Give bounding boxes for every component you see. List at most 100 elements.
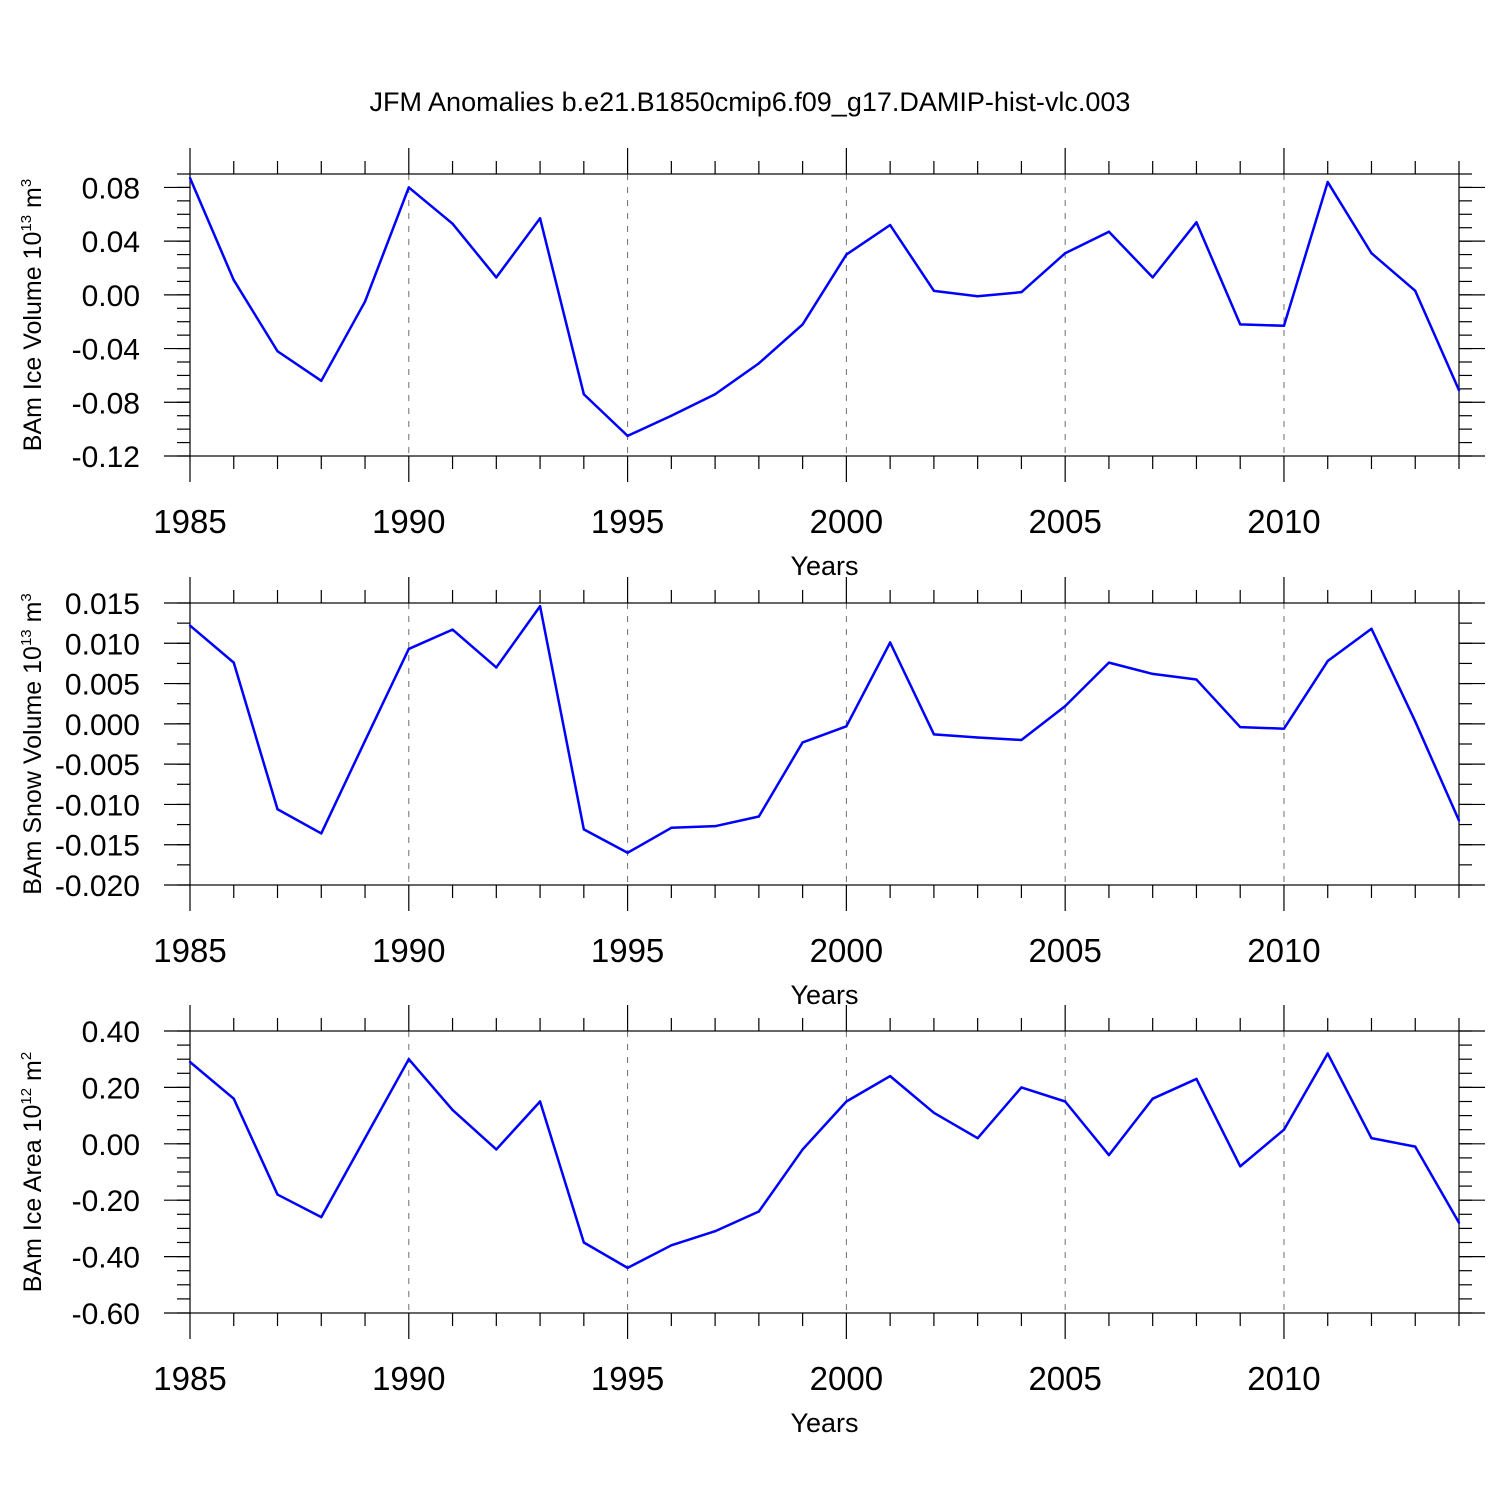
data-point bbox=[188, 1060, 192, 1064]
x-tick-label: 1990 bbox=[372, 503, 445, 540]
data-point bbox=[1239, 1165, 1242, 1168]
y-tick-label: 0.40 bbox=[82, 1016, 140, 1049]
x-tick-label: 1985 bbox=[153, 932, 226, 969]
data-point bbox=[582, 1241, 586, 1244]
data-point bbox=[1282, 727, 1286, 730]
data-point bbox=[276, 1193, 279, 1196]
y-axis-label: BAm Snow Volume 1013 m3 bbox=[18, 593, 47, 895]
y-tick-label: -0.12 bbox=[72, 441, 140, 474]
data-point bbox=[1107, 230, 1111, 233]
x-tick-label: 1995 bbox=[591, 503, 664, 540]
series-line bbox=[189, 604, 1461, 855]
y-tick-label: -0.015 bbox=[55, 830, 140, 863]
y-tick-label: -0.005 bbox=[55, 749, 140, 782]
data-point bbox=[713, 824, 717, 828]
data-point bbox=[1457, 389, 1461, 392]
data-point bbox=[1151, 1097, 1154, 1100]
data-point bbox=[888, 223, 892, 227]
data-point bbox=[1282, 1128, 1286, 1131]
data-point bbox=[801, 323, 804, 326]
data-point bbox=[1063, 1100, 1067, 1103]
x-tick-label: 1985 bbox=[153, 1360, 226, 1397]
data-point bbox=[363, 300, 367, 303]
data-point bbox=[1107, 1153, 1111, 1157]
panel-3: 1985 1990 1995 2000 2005 2010 Years -0.60 -0.40 -… bbox=[18, 1005, 1485, 1438]
x-tick-label: 2010 bbox=[1247, 932, 1320, 969]
y-tick-label: -0.020 bbox=[55, 870, 140, 903]
y-tick-label: 0.000 bbox=[65, 709, 140, 742]
x-axis-label: Years bbox=[790, 1408, 858, 1438]
x-tick-label: 1990 bbox=[372, 932, 445, 969]
series-line bbox=[188, 177, 1461, 438]
data-point bbox=[1326, 1052, 1329, 1055]
data-point bbox=[757, 362, 761, 365]
data-point bbox=[1370, 252, 1373, 255]
data-point bbox=[932, 1111, 936, 1114]
y-tick-label: 0.015 bbox=[65, 588, 140, 621]
data-point bbox=[1326, 659, 1329, 663]
data-point bbox=[407, 647, 410, 651]
x-tick-label: 2010 bbox=[1247, 503, 1320, 540]
data-point bbox=[670, 1244, 673, 1247]
data-point bbox=[1370, 627, 1373, 630]
data-point bbox=[538, 605, 542, 608]
data-point bbox=[626, 1266, 629, 1270]
data-point bbox=[1195, 1077, 1198, 1081]
data-point bbox=[451, 1108, 454, 1112]
data-point bbox=[276, 808, 279, 811]
data-point bbox=[1457, 819, 1461, 822]
data-point bbox=[538, 1100, 542, 1103]
y-tick-label: 0.20 bbox=[82, 1072, 140, 1105]
x-tick-label: 2000 bbox=[810, 932, 883, 969]
data-point bbox=[1326, 180, 1329, 184]
series-line bbox=[189, 1052, 1461, 1270]
y-tick-label: 0.010 bbox=[65, 628, 140, 661]
data-point bbox=[1414, 1145, 1417, 1148]
data-point bbox=[188, 176, 192, 180]
data-point bbox=[1457, 1221, 1461, 1224]
data-point bbox=[976, 1136, 979, 1140]
x-tick-label: 2010 bbox=[1247, 1360, 1320, 1397]
y-tick-label: -0.010 bbox=[55, 789, 140, 822]
data-point bbox=[801, 741, 804, 744]
y-tick-label: 0.04 bbox=[82, 226, 140, 259]
data-point bbox=[932, 733, 936, 736]
panel-2: 1985 1990 1995 2000 2005 2010 Years -0.020 -0.01… bbox=[18, 577, 1485, 1010]
data-point bbox=[320, 1215, 323, 1219]
data-point bbox=[1282, 324, 1286, 327]
data-point bbox=[626, 434, 629, 438]
y-tick-label: 0.00 bbox=[82, 1129, 140, 1162]
data-point bbox=[1195, 221, 1198, 224]
data-point bbox=[232, 1097, 235, 1100]
x-tick-label: 1985 bbox=[153, 503, 226, 540]
data-point bbox=[363, 739, 367, 742]
data-point bbox=[670, 414, 673, 417]
data-point bbox=[1063, 252, 1067, 255]
y-tick-label: -0.60 bbox=[72, 1298, 140, 1331]
data-point bbox=[276, 350, 279, 353]
y-axis-label: BAm Ice Area 1012 m2 bbox=[18, 1052, 47, 1292]
data-point bbox=[670, 826, 673, 829]
x-tick-label: 1990 bbox=[372, 1360, 445, 1397]
data-point bbox=[1063, 704, 1067, 708]
data-point bbox=[757, 1210, 761, 1213]
y-tick-label: 0.00 bbox=[82, 280, 140, 313]
y-tick-label: -0.40 bbox=[72, 1242, 140, 1275]
data-point bbox=[1239, 725, 1242, 729]
y-tick-label: -0.20 bbox=[72, 1185, 140, 1218]
data-point bbox=[320, 379, 323, 382]
data-point bbox=[1414, 289, 1417, 293]
data-point bbox=[188, 624, 192, 627]
data-point bbox=[232, 278, 235, 282]
x-tick-label: 2005 bbox=[1028, 932, 1101, 969]
panels-group: 1985 1990 1995 2000 2005 2010 Years -0.12 -0.08 -… bbox=[18, 148, 1485, 1438]
x-tick-label: 2005 bbox=[1028, 1360, 1101, 1397]
data-point bbox=[538, 217, 542, 220]
data-point bbox=[1151, 276, 1154, 279]
data-point bbox=[1020, 738, 1023, 742]
data-point bbox=[801, 1148, 804, 1151]
data-point bbox=[320, 832, 323, 835]
data-point bbox=[888, 1074, 892, 1078]
data-point bbox=[232, 661, 235, 664]
